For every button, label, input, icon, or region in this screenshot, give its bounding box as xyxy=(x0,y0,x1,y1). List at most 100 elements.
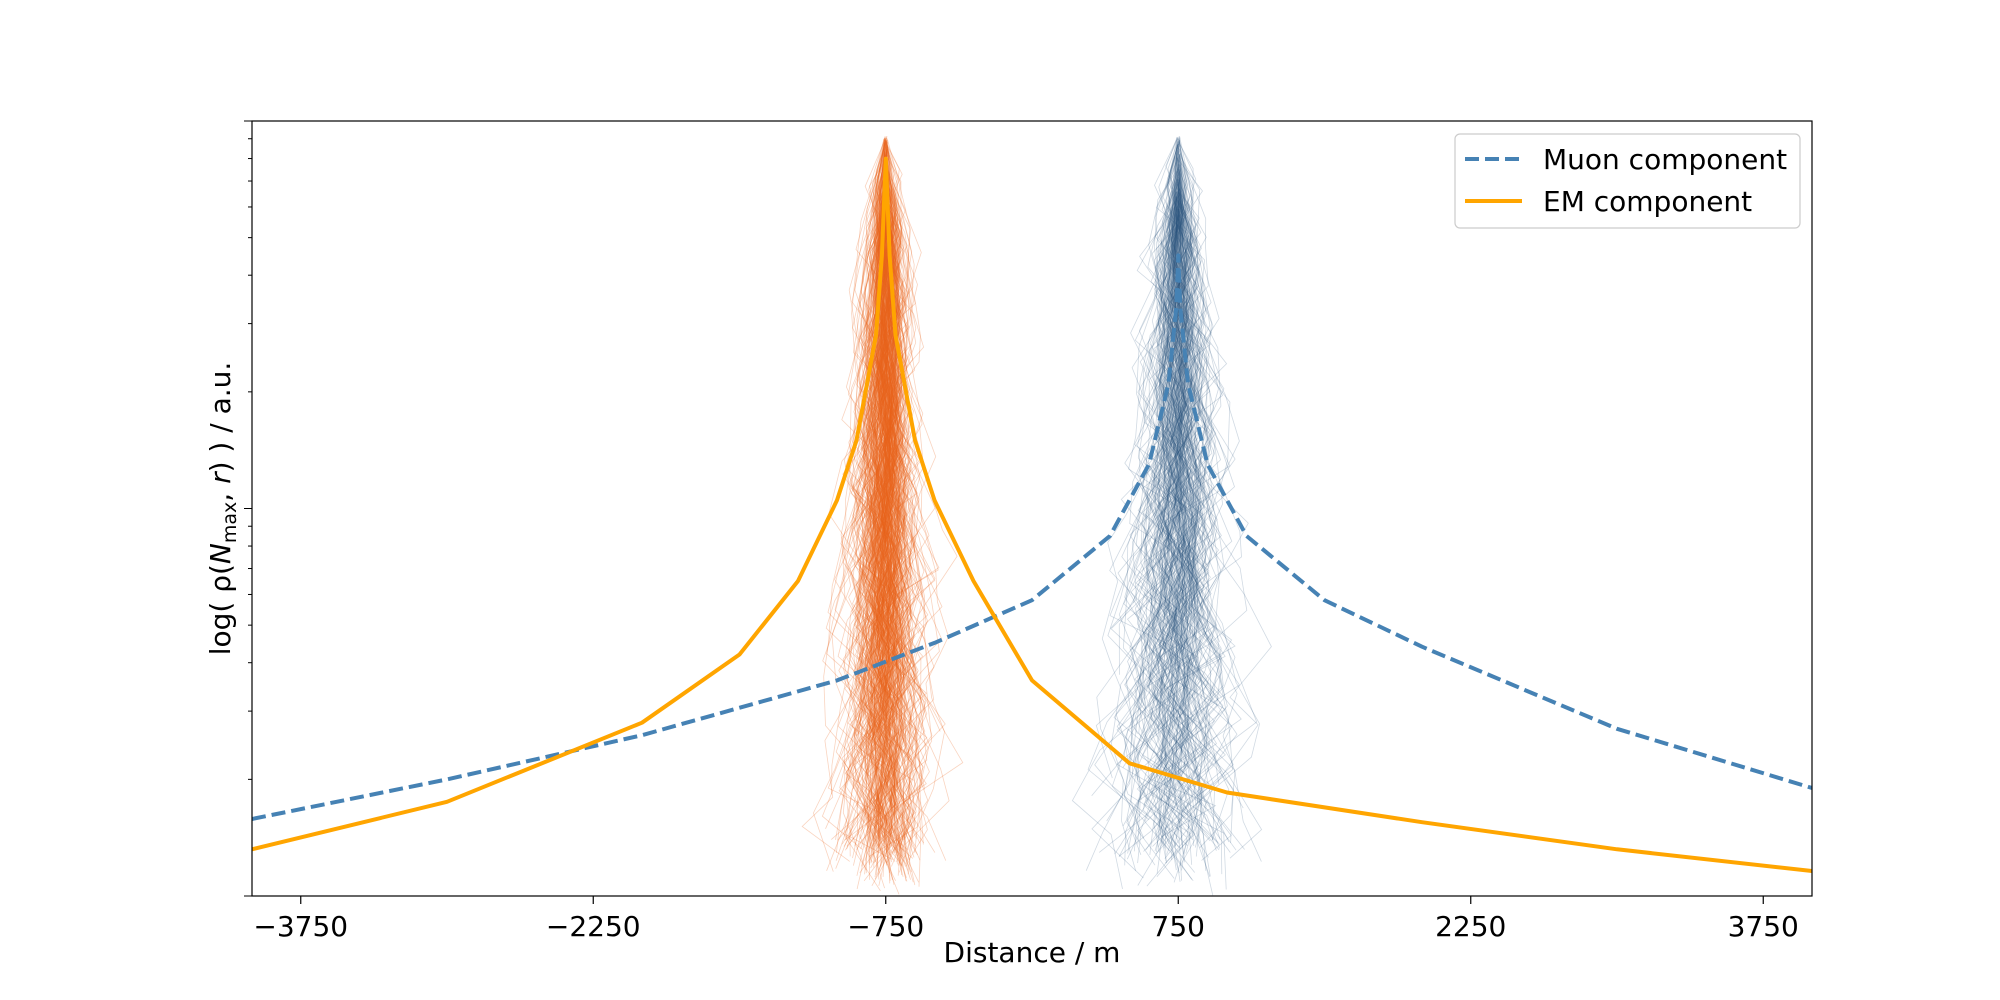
shower-track xyxy=(837,136,922,864)
shower-track xyxy=(1149,224,1210,841)
shower-track xyxy=(872,200,904,840)
shower-track xyxy=(831,206,907,737)
shower-track xyxy=(1149,221,1219,650)
shower-track xyxy=(1170,154,1213,566)
shower-track xyxy=(1125,201,1192,852)
shower-track xyxy=(878,168,908,595)
shower-track xyxy=(878,169,913,840)
shower-track xyxy=(855,165,923,895)
shower-track xyxy=(839,182,900,834)
shower-track xyxy=(856,196,917,784)
x-tick-label: 750 xyxy=(1152,910,1205,943)
shower-track xyxy=(842,203,910,854)
shower-track xyxy=(1159,188,1211,873)
shower-track xyxy=(1175,165,1206,797)
shower-track xyxy=(860,207,899,853)
shower-track xyxy=(862,137,898,515)
shower-track xyxy=(853,184,904,881)
shower-track xyxy=(1151,168,1194,791)
shower-track xyxy=(883,192,915,840)
shower-track xyxy=(1132,195,1191,604)
shower-track xyxy=(1118,179,1240,675)
shower-track xyxy=(861,220,901,702)
shower-track xyxy=(1132,158,1195,845)
shower-track xyxy=(876,196,911,822)
shower-track xyxy=(865,207,898,875)
shower-track xyxy=(864,155,912,770)
shower-track xyxy=(843,148,915,814)
shower-track xyxy=(863,170,889,614)
shower-track xyxy=(1153,179,1194,853)
shower-track xyxy=(882,221,910,866)
shower-track xyxy=(1161,147,1209,568)
shower-track xyxy=(879,189,895,849)
shower-track xyxy=(1143,199,1245,850)
shower-track xyxy=(1175,209,1208,667)
shower-track xyxy=(1156,145,1198,865)
shower-track xyxy=(853,180,910,847)
shower-track xyxy=(862,165,895,844)
shower-track xyxy=(1153,142,1195,571)
shower-track xyxy=(1166,179,1200,800)
shower-track xyxy=(861,212,892,863)
shower-track xyxy=(831,191,928,840)
shower-track xyxy=(1143,198,1178,874)
shower-track xyxy=(1132,156,1200,795)
x-axis-ticks: −3750 −2250 −750 750 2250 3750 xyxy=(253,896,1799,943)
shower-track xyxy=(1151,136,1222,842)
shower-track xyxy=(1171,167,1200,758)
shower-track xyxy=(1165,216,1211,877)
shower-track xyxy=(1130,152,1226,878)
shower-track xyxy=(1126,179,1220,700)
shower-track xyxy=(853,181,904,845)
shower-track xyxy=(835,163,901,869)
shower-track xyxy=(849,145,927,862)
shower-track xyxy=(870,202,899,851)
shower-track xyxy=(1150,208,1186,805)
shower-track xyxy=(1149,223,1195,829)
shower-track xyxy=(1163,194,1196,569)
shower-track xyxy=(1150,225,1218,791)
shower-track xyxy=(874,166,906,878)
shower-track xyxy=(1124,190,1192,678)
shower-track xyxy=(1155,209,1229,881)
shower-track xyxy=(801,178,912,862)
shower-track xyxy=(861,195,913,822)
shower-track xyxy=(876,209,923,706)
shower-track xyxy=(870,149,913,634)
shower-track xyxy=(1134,138,1200,848)
shower-track xyxy=(855,194,917,704)
shower-track xyxy=(1170,177,1206,839)
shower-track xyxy=(869,198,901,699)
shower-track xyxy=(875,150,906,625)
shower-track xyxy=(1170,164,1215,768)
shower-track xyxy=(1162,183,1196,847)
shower-track xyxy=(873,190,894,871)
shower-track xyxy=(1123,213,1211,642)
shower-track xyxy=(831,204,939,795)
shower-track xyxy=(1157,138,1199,799)
shower-track xyxy=(1146,221,1230,843)
shower-track xyxy=(851,157,929,856)
shower-track xyxy=(1155,152,1262,862)
shower-track xyxy=(835,167,913,862)
shower-track xyxy=(848,211,903,655)
shower-track xyxy=(1147,184,1179,763)
shower-track xyxy=(855,185,923,838)
shower-track xyxy=(1127,145,1222,854)
shower-track xyxy=(841,199,888,859)
shower-track xyxy=(1178,201,1198,724)
shower-track xyxy=(1173,169,1206,630)
shower-track xyxy=(875,141,900,821)
shower-track xyxy=(872,200,896,853)
shower-track xyxy=(825,200,907,829)
shower-track xyxy=(841,221,913,854)
shower-track xyxy=(1123,209,1207,871)
shower-track xyxy=(878,206,949,867)
shower-track xyxy=(865,165,916,820)
shower-track xyxy=(873,224,906,833)
shower-track xyxy=(1142,154,1212,850)
shower-track xyxy=(851,185,899,818)
shower-track xyxy=(834,192,899,843)
